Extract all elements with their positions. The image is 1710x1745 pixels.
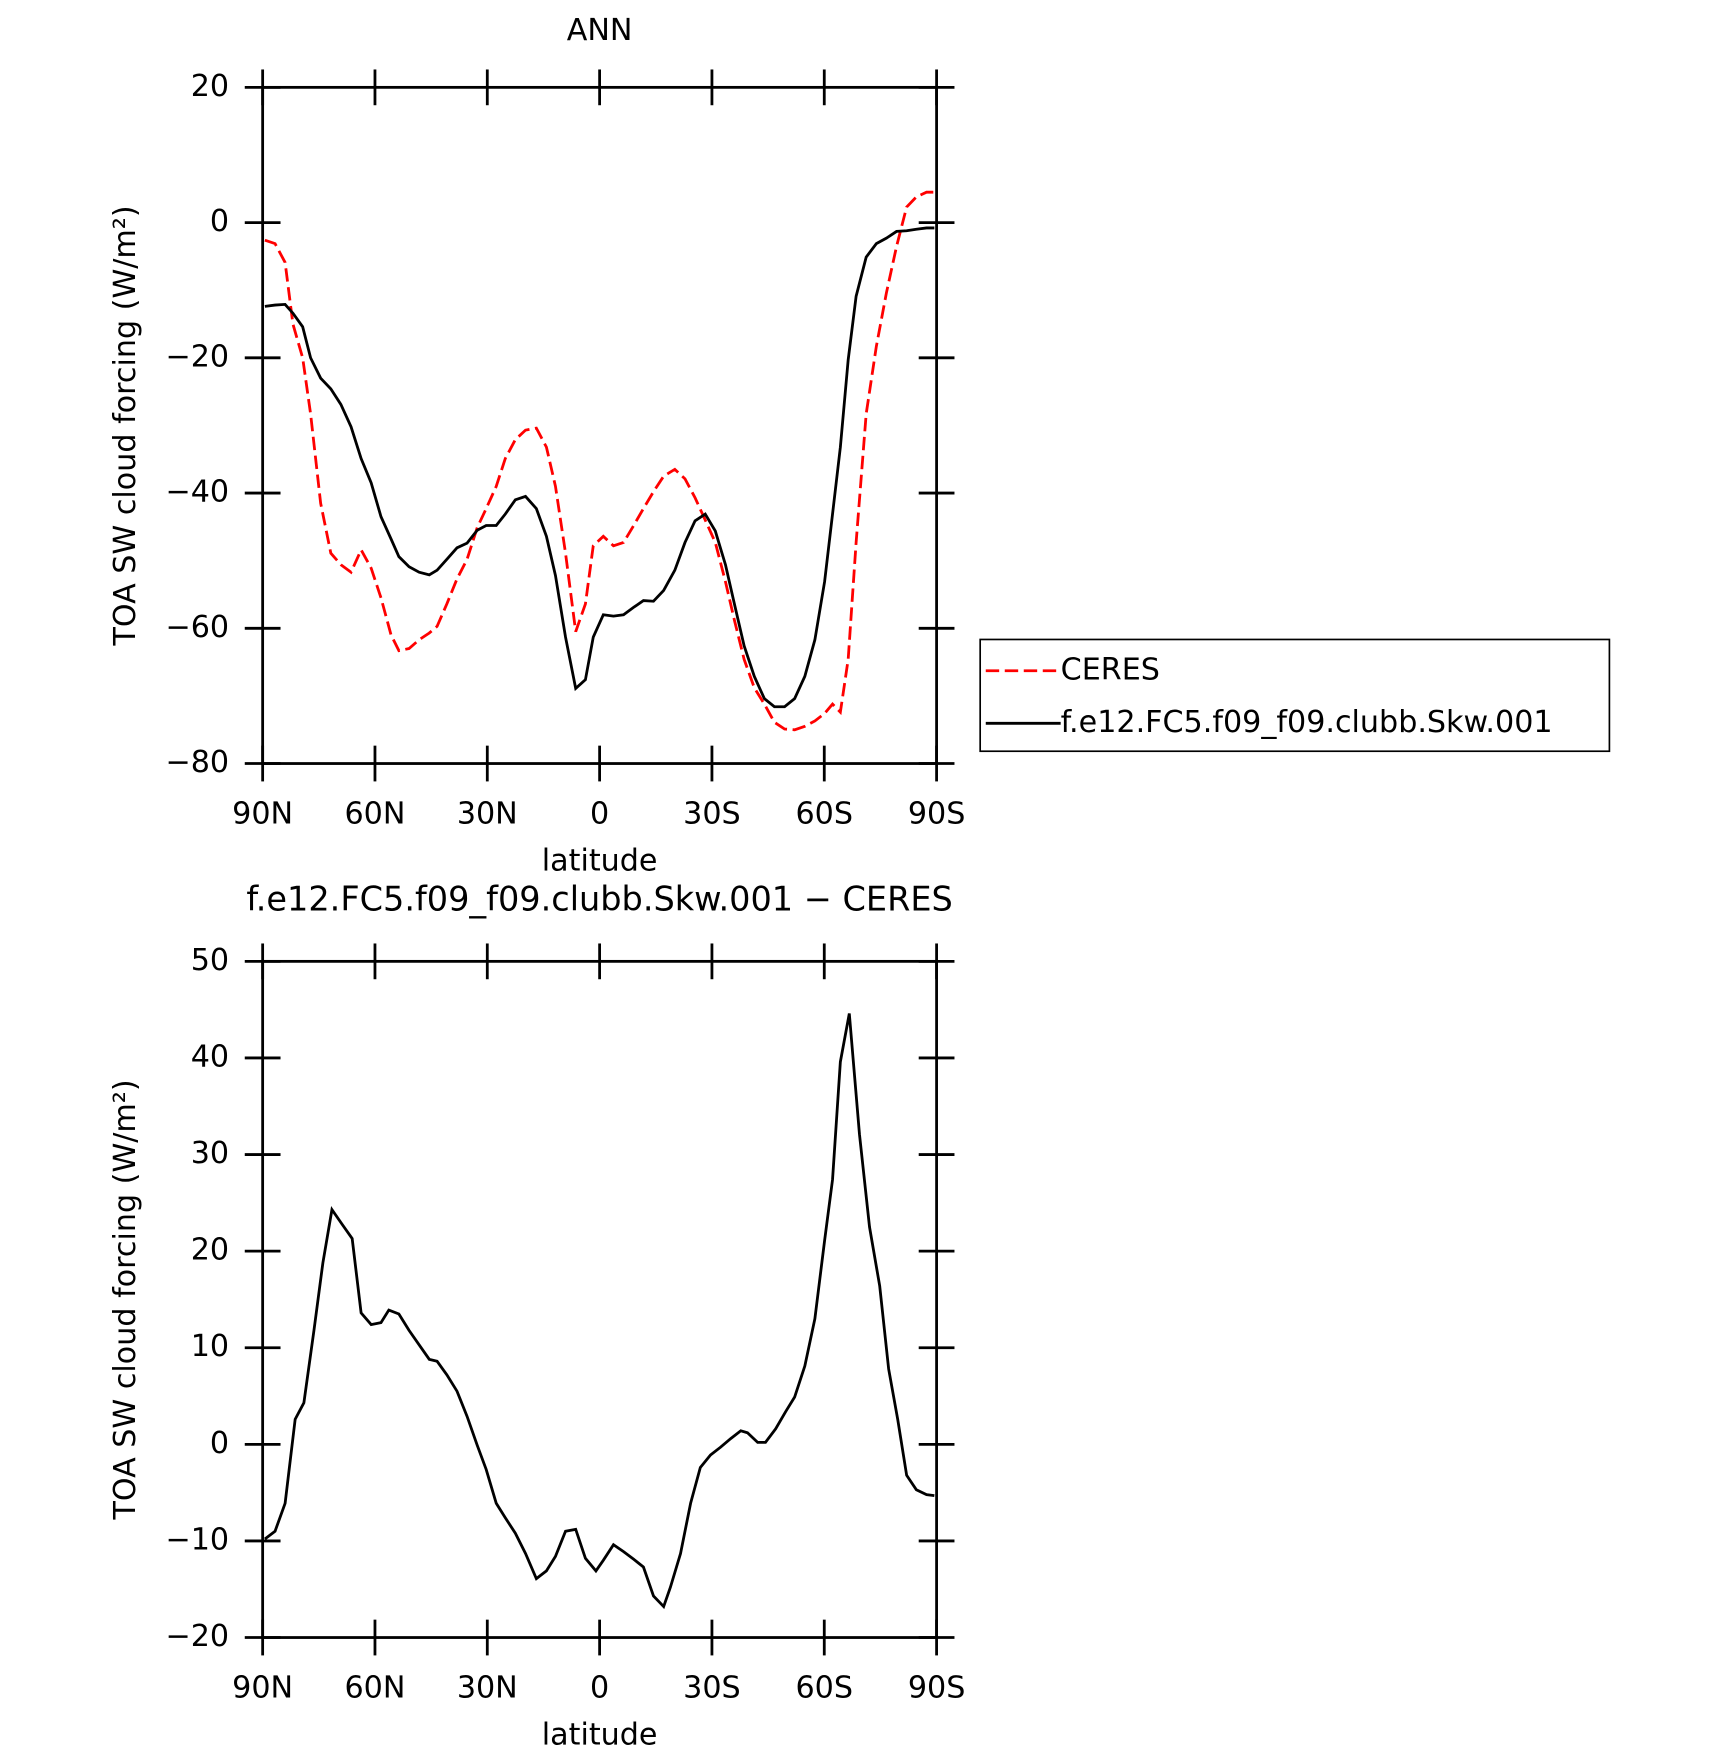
y-tick-label: −20: [165, 339, 229, 374]
y-tick-label: −10: [165, 1522, 229, 1557]
x-tick-label: 60N: [345, 796, 406, 831]
x-tick-label: 0: [590, 1670, 609, 1705]
y-tick-label: 0: [210, 1426, 229, 1461]
y-tick-label: −40: [165, 475, 229, 510]
y-axis-label: TOA SW cloud forcing (W/m²): [108, 205, 143, 646]
y-tick-label: 0: [210, 204, 229, 239]
x-tick-label: 90N: [232, 1670, 293, 1705]
y-tick-label: 10: [191, 1329, 229, 1364]
x-axis-label: latitude: [542, 843, 658, 878]
y-tick-label: 20: [191, 69, 229, 104]
x-tick-label: 30N: [457, 796, 518, 831]
x-tick-label: 60N: [345, 1670, 406, 1705]
legend-box: [979, 638, 1611, 753]
plot-frame: [261, 959, 938, 1639]
y-tick-label: 50: [191, 943, 229, 978]
chart-title: ANN: [567, 13, 633, 48]
y-tick-label: 30: [191, 1136, 229, 1171]
y-tick-label: −20: [165, 1619, 229, 1654]
x-axis-label: latitude: [542, 1717, 658, 1745]
data-line: [264, 226, 935, 709]
x-tick-label: 30S: [683, 796, 741, 831]
x-tick-label: 90S: [908, 1670, 966, 1705]
y-tick-label: 20: [191, 1233, 229, 1268]
x-tick-label: 60S: [796, 796, 854, 831]
legend-label: CERES: [1061, 652, 1160, 687]
data-line: [264, 1013, 935, 1610]
y-tick-label: −80: [165, 745, 229, 780]
plot-frame: [261, 85, 938, 765]
x-tick-label: 90N: [232, 796, 293, 831]
y-tick-label: −60: [165, 610, 229, 645]
x-tick-label: 90S: [908, 796, 966, 831]
y-tick-label: 40: [191, 1039, 229, 1074]
data-line: [264, 190, 935, 732]
x-tick-label: 30S: [683, 1670, 741, 1705]
y-axis-label: TOA SW cloud forcing (W/m²): [108, 1079, 143, 1520]
x-tick-label: 0: [590, 796, 609, 831]
chart-title: f.e12.FC5.f09_f09.clubb.Skw.001 − CERES: [246, 880, 952, 919]
legend-label: f.e12.FC5.f09_f09.clubb.Skw.001: [1061, 705, 1553, 740]
x-tick-label: 30N: [457, 1670, 518, 1705]
x-tick-label: 60S: [796, 1670, 854, 1705]
